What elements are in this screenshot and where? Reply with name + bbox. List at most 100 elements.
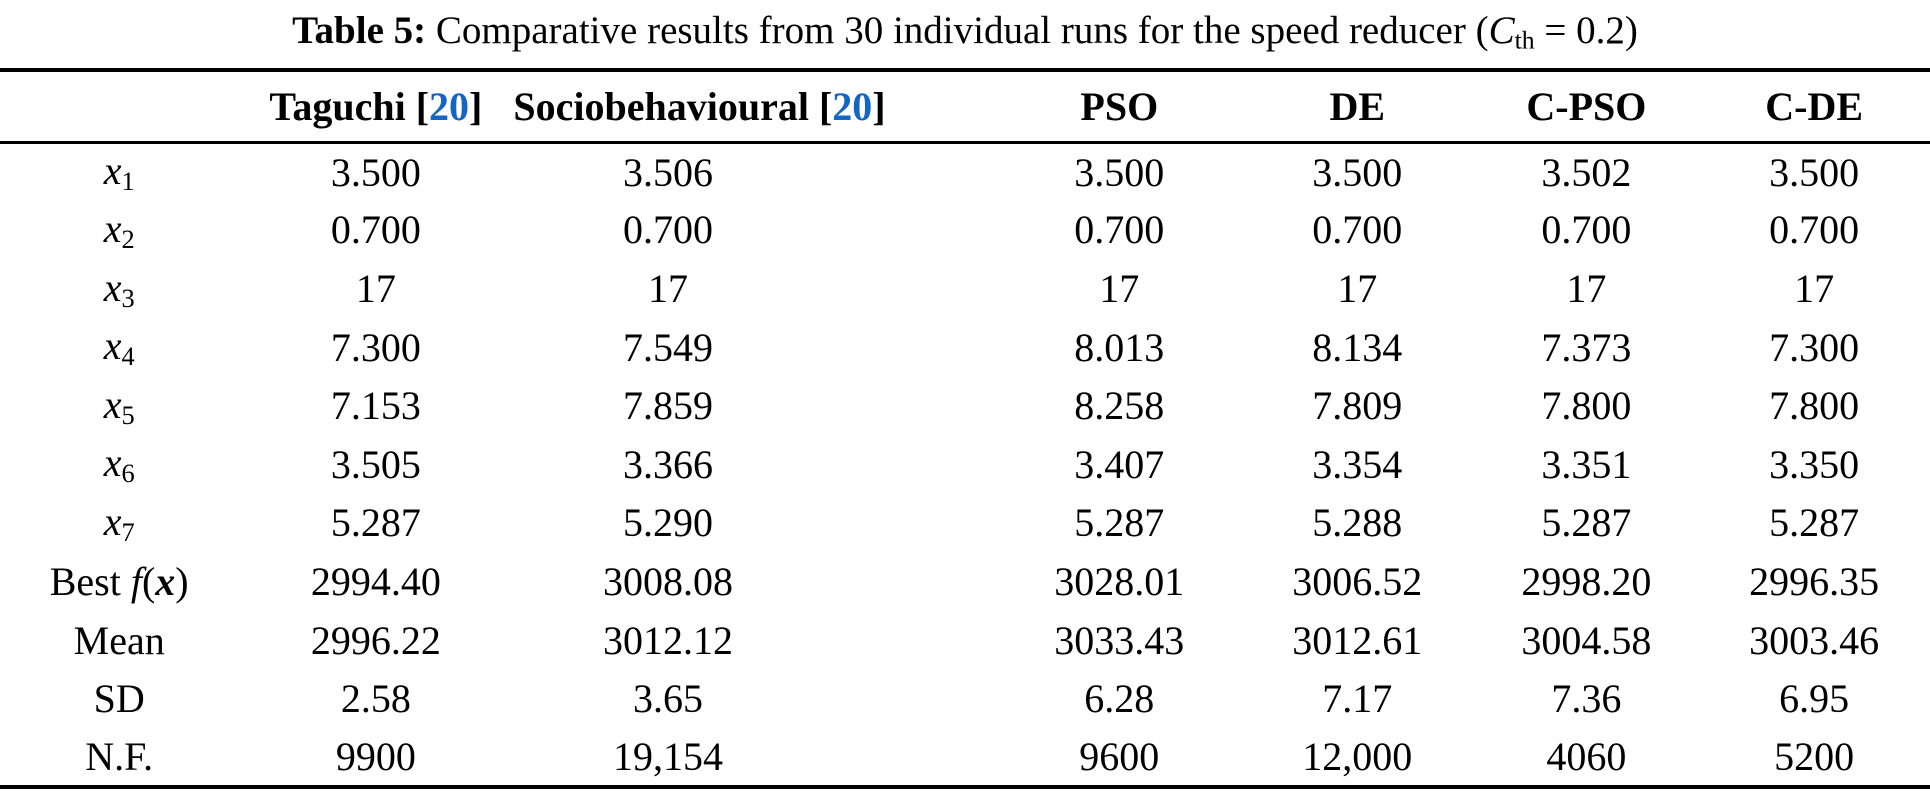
- value-cell-x1-c-pso: 3.502: [1541, 149, 1632, 195]
- row-label-text: x: [103, 381, 122, 427]
- caption-text: Table 5:: [292, 9, 436, 52]
- row-label-text: (: [141, 558, 156, 604]
- value-cell-x5-c-pso: 7.800: [1541, 383, 1632, 429]
- column-header-text: ]: [469, 83, 483, 129]
- row-label-x4: x4: [0, 318, 238, 377]
- value-cell-x5-de: 7.809: [1312, 383, 1403, 429]
- value-cell-x3-c-pso: 17: [1566, 265, 1607, 311]
- column-header-row-label: [0, 70, 239, 144]
- row-label-text: x: [103, 205, 122, 251]
- row-label-text: 1: [121, 165, 135, 196]
- row-label-text: 6: [121, 458, 135, 489]
- table-body: x1 3.500 3.506 3.500 3.500 3.502 3.500 x2 0.700 0…: [0, 142, 1930, 787]
- value-cell-mean-c-de: 3003.46: [1749, 617, 1880, 663]
- row-label-x6: x6: [0, 435, 238, 494]
- value-cell-x6-sociobehavioural: 3.366: [622, 441, 713, 487]
- table-caption: Table 5: Comparative results from 30 ind…: [0, 0, 1930, 68]
- row-label-best-fx: Best f(x): [0, 552, 238, 611]
- value-cell-mean-pso: 3033.43: [1054, 617, 1185, 663]
- column-header-pso: PSO: [892, 70, 1240, 144]
- value-cell-x2-sociobehavioural: 0.700: [622, 207, 713, 253]
- value-cell-nf-taguchi: 9900: [335, 733, 416, 779]
- value-cell-x4-c-pso: 7.373: [1541, 324, 1632, 370]
- row-label-text: 2: [121, 223, 135, 254]
- value-cell-best-fx-c-pso: 2998.20: [1521, 558, 1652, 604]
- value-cell-x7-taguchi: 5.287: [330, 500, 421, 546]
- column-header-text: PSO: [1080, 83, 1159, 129]
- column-header-c-de: C-DE: [1698, 70, 1930, 144]
- row-label-x2: x2: [0, 201, 238, 260]
- table-row-x2: x2 0.700 0.700 0.700 0.700 0.700 0.700: [0, 201, 1930, 260]
- column-header-text: C-PSO: [1526, 83, 1647, 129]
- value-cell-x2-taguchi: 0.700: [330, 207, 421, 253]
- value-cell-nf-sociobehavioural: 19,154: [612, 733, 723, 779]
- column-header-text: Taguchi [: [269, 83, 430, 129]
- row-label-text: x: [103, 323, 122, 369]
- value-cell-x4-c-de: 7.300: [1769, 324, 1860, 370]
- row-label-sd: SD: [0, 669, 238, 728]
- value-cell-x6-c-pso: 3.351: [1541, 441, 1632, 487]
- value-cell-x5-taguchi: 7.153: [330, 383, 421, 429]
- caption-text: th: [1514, 25, 1535, 55]
- column-header-taguchi: Taguchi [20]: [238, 70, 514, 144]
- row-label-x7: x7: [0, 494, 238, 553]
- value-cell-mean-c-pso: 3004.58: [1521, 617, 1652, 663]
- value-cell-x4-pso: 8.013: [1074, 324, 1165, 370]
- value-cell-x3-pso: 17: [1099, 265, 1140, 311]
- value-cell-x7-sociobehavioural: 5.290: [622, 500, 713, 546]
- row-label-text: x: [155, 558, 176, 604]
- column-header-c-pso: C-PSO: [1474, 70, 1699, 144]
- value-cell-sd-c-pso: 7.36: [1551, 676, 1622, 722]
- value-cell-sd-c-de: 6.95: [1779, 676, 1850, 722]
- value-cell-x4-taguchi: 7.300: [330, 324, 421, 370]
- value-cell-x3-c-de: 17: [1794, 265, 1835, 311]
- value-cell-x1-sociobehavioural: 3.506: [622, 149, 713, 195]
- value-cell-x7-c-pso: 5.287: [1541, 500, 1632, 546]
- value-cell-best-fx-taguchi: 2994.40: [310, 558, 441, 604]
- column-header-text: ]: [872, 83, 886, 129]
- value-cell-x1-taguchi: 3.500: [330, 149, 421, 195]
- value-cell-best-fx-pso: 3028.01: [1054, 558, 1185, 604]
- value-cell-x7-c-de: 5.287: [1769, 500, 1860, 546]
- value-cell-x6-c-de: 3.350: [1769, 441, 1860, 487]
- row-label-text: x: [103, 440, 122, 486]
- row-label-text: f: [130, 558, 142, 604]
- value-cell-x5-c-de: 7.800: [1769, 383, 1860, 429]
- value-cell-x2-c-pso: 0.700: [1541, 207, 1632, 253]
- value-cell-x7-de: 5.288: [1312, 500, 1403, 546]
- value-cell-x2-de: 0.700: [1312, 207, 1403, 253]
- results-table: Taguchi [20] Sociobehavioural [20] PSO DE C-…: [0, 68, 1930, 789]
- row-label-text: 3: [121, 282, 135, 313]
- value-cell-x2-pso: 0.700: [1074, 207, 1165, 253]
- value-cell-x6-de: 3.354: [1312, 441, 1403, 487]
- row-label-x3: x3: [0, 259, 238, 318]
- row-label-text: 7: [121, 516, 135, 547]
- row-label-text: x: [103, 264, 122, 310]
- caption-text: Comparative results from 30 individual r…: [435, 9, 1489, 52]
- table-row-x3: x3 17 17 17 17 17 17: [0, 259, 1930, 318]
- column-header-de: DE: [1239, 70, 1475, 144]
- caption-text: C: [1488, 9, 1515, 52]
- row-label-text: Mean: [73, 617, 165, 663]
- value-cell-x3-sociobehavioural: 17: [647, 265, 688, 311]
- header-row: Taguchi [20] Sociobehavioural [20] PSO DE C-…: [0, 70, 1930, 144]
- value-cell-x1-pso: 3.500: [1074, 149, 1165, 195]
- table-row-nf: N.F. 9900 19,154 9600 12,000 4060 5200: [0, 728, 1930, 787]
- row-label-text: Best: [49, 558, 131, 604]
- column-header-text: C-DE: [1765, 83, 1864, 129]
- table-row-mean: Mean 2996.22 3012.12 3033.43 3012.61 3004.58 3…: [0, 611, 1930, 670]
- value-cell-sd-pso: 6.28: [1084, 676, 1155, 722]
- value-cell-x3-taguchi: 17: [355, 265, 396, 311]
- value-cell-nf-c-de: 5200: [1774, 733, 1855, 779]
- value-cell-sd-de: 7.17: [1322, 676, 1393, 722]
- row-label-text: 4: [121, 340, 135, 371]
- citation-ref-20[interactable]: 20: [429, 83, 470, 129]
- value-cell-x5-sociobehavioural: 7.859: [622, 383, 713, 429]
- row-label-x1: x1: [0, 142, 238, 201]
- column-header-text: DE: [1329, 83, 1386, 129]
- citation-ref-20[interactable]: 20: [832, 83, 873, 129]
- value-cell-x5-pso: 8.258: [1074, 383, 1165, 429]
- value-cell-x2-c-de: 0.700: [1769, 207, 1860, 253]
- row-label-mean: Mean: [0, 611, 238, 670]
- value-cell-x6-pso: 3.407: [1074, 441, 1165, 487]
